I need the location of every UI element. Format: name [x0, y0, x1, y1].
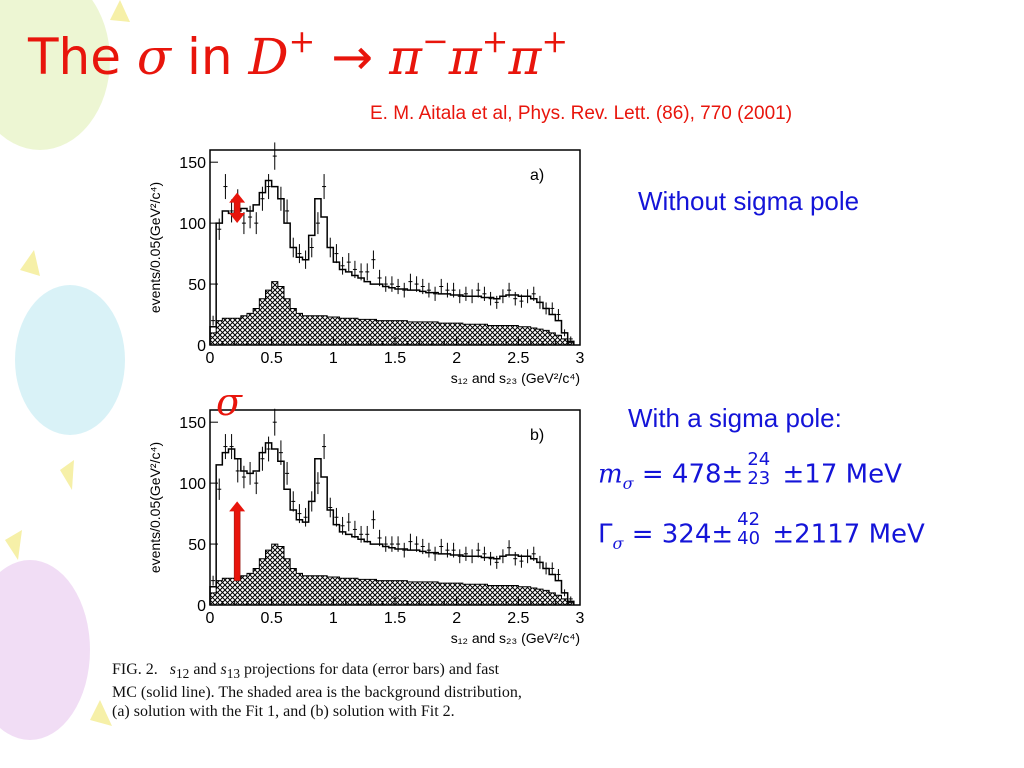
mass-unit: MeV	[845, 459, 902, 490]
x-tick-label: 3	[576, 610, 585, 627]
title-sigma: σ	[136, 28, 172, 86]
y-axis-label: events/0.05(GeV²/c⁴)	[147, 442, 163, 573]
without-sigma-label: Without sigma pole	[638, 186, 860, 216]
background-area	[209, 281, 575, 346]
width-value: 324±	[661, 519, 734, 550]
y-tick-label: 50	[188, 537, 206, 554]
width-stat-error: 42 40	[737, 510, 760, 548]
x-tick-label: 3	[576, 350, 585, 367]
y-tick-label: 0	[197, 338, 206, 355]
mass-sub: σ	[622, 473, 634, 493]
title-arrow: →	[331, 28, 374, 86]
caption-fig: FIG. 2.	[112, 661, 158, 678]
width-unit: MeV	[868, 519, 925, 550]
title-decay-D: D	[248, 28, 289, 86]
x-tick-label: 2.5	[507, 610, 529, 627]
title-in: in	[186, 28, 233, 86]
y-tick-label: 100	[179, 476, 206, 493]
mass-err-up: 24	[747, 449, 771, 470]
x-tick-label: 1.5	[384, 610, 406, 627]
sigma-marker: σ	[216, 380, 242, 424]
title-pi1-sup: −	[421, 22, 449, 60]
y-tick-label: 150	[179, 415, 206, 432]
citation: E. M. Aitala et al, Phys. Rev. Lett. (86…	[370, 103, 793, 124]
x-tick-label: 2	[452, 350, 461, 367]
caption-text-1: projections for data (error bars) and fa…	[244, 661, 500, 678]
with-sigma-label: With a sigma pole:	[628, 403, 842, 433]
x-tick-label: 0.5	[261, 350, 283, 367]
y-tick-label: 100	[179, 216, 206, 233]
width-syst: ±2117	[772, 519, 861, 550]
mass-syst: ±17	[782, 459, 838, 490]
mc-line	[209, 179, 575, 345]
figure-caption: FIG. 2. s12 and s13 projections for data…	[112, 660, 632, 721]
y-axis-label: events/0.05(GeV²/c⁴)	[147, 182, 163, 313]
red-arrow	[229, 192, 246, 224]
width-eq: =	[631, 519, 654, 550]
panel-label: b)	[530, 427, 544, 444]
x-tick-label: 1	[329, 610, 338, 627]
title-pi3-sup: +	[541, 22, 569, 60]
histogram-panel-b: 0 0.5 1 1.5 2 2.5 3 0 50 100 150 s₁₂ and s₂₃ (GeV²/…	[147, 408, 585, 646]
width-sub: σ	[612, 533, 624, 553]
width-err-up: 42	[737, 509, 761, 530]
mc-line	[209, 442, 575, 605]
histogram-panel-a: 0 0.5 1 1.5 2 2.5 3 0 50 100 150 s₁₂ and s₂₃ (GeV²/…	[147, 142, 585, 386]
y-tick-label: 50	[188, 277, 206, 294]
mass-err-down: 23	[747, 468, 771, 489]
y-tick-label: 0	[197, 598, 206, 615]
x-tick-label: 0	[206, 610, 215, 627]
x-axis-label: s₁₂ and s₂₃ (GeV²/c⁴)	[451, 370, 580, 386]
x-tick-label: 1.5	[384, 350, 406, 367]
mass-value: 478±	[671, 459, 744, 490]
width-symbol: Γ	[598, 519, 613, 550]
x-axis-label: s₁₂ and s₂₃ (GeV²/c⁴)	[451, 630, 580, 646]
slide-title: The σ in D+ → π−π+π+	[28, 22, 568, 92]
title-pi3: π	[508, 28, 542, 86]
background-area	[209, 543, 575, 606]
title-pi2-sup: +	[481, 22, 509, 60]
width-err-down: 40	[737, 528, 761, 549]
mass-formula: mσ = 478± 24 23 ±17 MeV	[598, 450, 902, 506]
panel-label: a)	[530, 167, 544, 184]
title-decay-sup: +	[288, 22, 316, 60]
mass-stat-error: 24 23	[747, 450, 770, 488]
y-tick-label: 150	[179, 155, 206, 172]
caption-s12: s	[169, 661, 177, 678]
title-pi1: π	[389, 28, 422, 86]
x-tick-label: 0.5	[261, 610, 283, 627]
caption-s13: s	[220, 661, 227, 678]
x-tick-label: 2	[452, 610, 461, 627]
caption-and: and	[193, 661, 217, 678]
x-tick-label: 1	[329, 350, 338, 367]
mass-symbol: m	[598, 459, 623, 490]
title-prefix: The	[28, 28, 121, 86]
x-tick-label: 2.5	[507, 350, 529, 367]
x-tick-label: 0	[206, 350, 215, 367]
caption-text-3: (a) solution with the Fit 1, and (b) sol…	[112, 703, 455, 721]
width-formula: Γσ = 324± 42 40 ±2117 MeV	[598, 510, 925, 566]
caption-s13-sub: 13	[226, 666, 241, 682]
title-pi2: π	[448, 28, 482, 86]
title-pions: π−π+π+	[389, 22, 568, 86]
red-arrow	[229, 501, 246, 581]
title-decay: D+	[248, 22, 315, 86]
mass-eq: =	[641, 459, 664, 490]
caption-text-2: MC (solid line). The shaded area is the …	[112, 684, 522, 702]
caption-s12-sub: 12	[176, 666, 190, 682]
